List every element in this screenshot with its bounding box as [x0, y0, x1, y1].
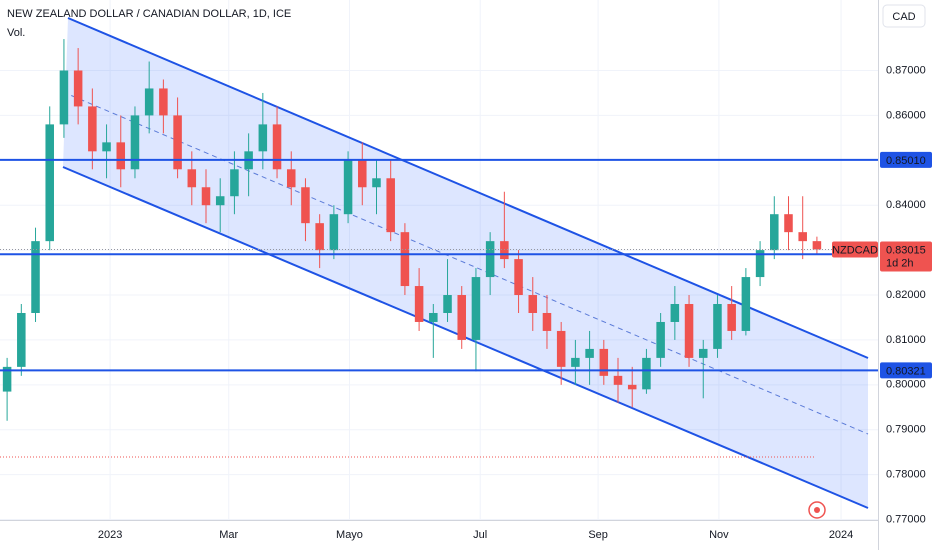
candle-body — [73, 70, 83, 107]
candle-body — [286, 169, 296, 188]
chart-title: NEW ZEALAND DOLLAR / CANADIAN DOLLAR, 1D… — [7, 8, 291, 20]
candle-body — [17, 312, 26, 367]
candle-body — [358, 160, 367, 188]
candle-body — [571, 357, 580, 367]
y-tick-label: 0.86000 — [886, 109, 926, 121]
candle-body — [713, 304, 722, 349]
candle-body — [798, 232, 807, 242]
candle-body — [144, 88, 154, 116]
y-tick-label: 0.79000 — [886, 424, 926, 436]
candle-body — [755, 250, 765, 278]
level-label: 0.80321 — [886, 365, 926, 377]
plot — [0, 39, 878, 421]
candle-body — [201, 187, 211, 206]
candle-body — [329, 214, 339, 251]
overlay: 0.870000.860000.850000.840000.830000.820… — [98, 64, 932, 541]
candle-body — [542, 312, 552, 331]
candle-body — [471, 277, 481, 340]
y-tick-label: 0.81000 — [886, 334, 926, 346]
candle-body — [159, 88, 168, 116]
y-tick-label: 0.78000 — [886, 469, 926, 481]
candle-body — [457, 295, 466, 340]
event-icon[interactable] — [808, 501, 826, 519]
candle-body — [173, 115, 182, 170]
candle-body — [429, 312, 438, 322]
level-tag — [880, 362, 932, 379]
currency-button[interactable] — [882, 4, 926, 28]
candle-body — [627, 384, 637, 390]
y-tick-label: 0.84000 — [886, 199, 926, 211]
level-label: 0.85010 — [886, 155, 926, 167]
channel-upper — [67, 17, 869, 359]
candle-body — [272, 124, 282, 170]
candle-body — [414, 286, 424, 322]
candle-body — [301, 187, 310, 224]
x-tick-label: Mayo — [336, 529, 363, 541]
candle-body — [670, 304, 680, 322]
candle-body — [386, 178, 395, 233]
y-tick-label: 0.87000 — [886, 64, 926, 76]
last-price-tag — [880, 241, 932, 272]
candle-body — [585, 348, 594, 358]
candle-body — [31, 241, 40, 313]
candle-body — [443, 295, 452, 313]
channel-mid — [62, 91, 869, 435]
x-tick-label: Jul — [473, 529, 487, 541]
candle-body — [812, 241, 822, 250]
candle-body — [514, 259, 523, 296]
candle-body — [315, 223, 324, 251]
candle-body — [770, 214, 779, 251]
candle-body — [130, 115, 140, 170]
candle-body — [642, 357, 651, 390]
x-tick-label: Mar — [219, 529, 238, 541]
x-tick-label: Nov — [709, 529, 729, 541]
y-tick-label: 0.80000 — [886, 379, 926, 391]
candle-body — [116, 142, 126, 170]
symbol-label: NZDCAD — [832, 244, 878, 256]
currency-label[interactable]: CAD — [892, 11, 915, 23]
x-tick-label: 2024 — [829, 529, 853, 541]
candle-body — [88, 106, 97, 152]
candle-body — [684, 304, 694, 358]
candle-body — [656, 321, 665, 358]
y-tick-label: 0.77000 — [886, 513, 926, 525]
candle-body — [599, 348, 609, 376]
candle-body — [258, 124, 268, 152]
indicator-label: Vol. — [7, 27, 25, 39]
symbol-tag — [832, 241, 878, 258]
x-tick-label: 2023 — [98, 529, 122, 541]
candle-body — [528, 295, 538, 313]
level-tag — [880, 151, 932, 168]
candle-body — [2, 366, 12, 392]
candle-body — [102, 142, 111, 152]
candle-body — [372, 178, 381, 188]
countdown-label: 1d 2h — [886, 257, 914, 269]
candle-body — [187, 169, 197, 188]
candle-body — [230, 169, 239, 197]
candle-body — [400, 232, 410, 287]
candle-body — [698, 348, 708, 358]
last-price-label: 0.83015 — [886, 244, 926, 256]
candle-body — [485, 241, 495, 278]
candle-body — [215, 196, 225, 206]
candle-body — [59, 70, 69, 125]
candle-body — [727, 304, 736, 331]
candle-body — [500, 241, 509, 260]
x-tick-label: Sep — [588, 529, 608, 541]
candle-body — [741, 277, 751, 331]
candle-body — [556, 330, 566, 367]
candle-body — [784, 214, 793, 233]
candle-body — [343, 160, 353, 215]
candle-body — [613, 375, 623, 385]
candle-body — [45, 124, 54, 242]
event-icon-dot — [814, 507, 820, 513]
y-tick-label: 0.82000 — [886, 289, 926, 301]
